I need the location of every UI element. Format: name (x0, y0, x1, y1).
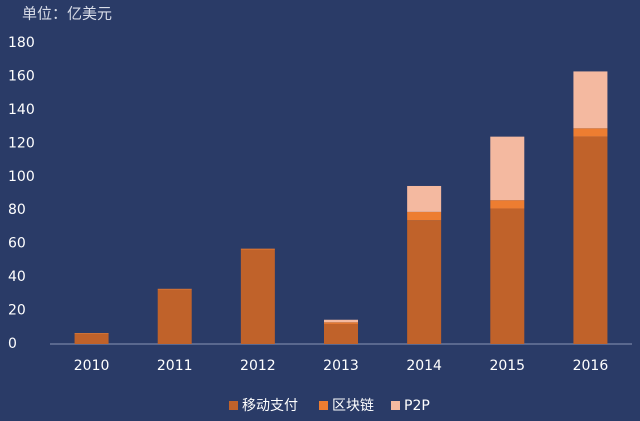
bar-segment (490, 136, 525, 201)
bar-segment (324, 322, 358, 324)
legend-swatch (229, 401, 238, 410)
x-tick-label: 2012 (240, 358, 276, 374)
bar-segment (324, 323, 358, 344)
y-tick-label: 80 (8, 202, 26, 218)
y-tick-label: 180 (8, 35, 35, 51)
bar-segment (407, 211, 442, 221)
legend-swatch (391, 401, 400, 410)
bar-segment (407, 185, 442, 212)
legend-label: 移动支付 (242, 398, 298, 414)
legend-label: P2P (404, 398, 430, 414)
legend-swatch (319, 401, 328, 410)
y-tick-label: 100 (8, 169, 35, 185)
y-tick-label: 120 (8, 135, 35, 151)
chart-title: 单位：亿美元 (22, 5, 112, 23)
y-tick-label: 160 (8, 68, 35, 84)
x-tick-label: 2010 (74, 358, 110, 374)
y-tick-label: 40 (8, 269, 26, 285)
y-tick-label: 0 (8, 336, 17, 352)
y-tick-label: 60 (8, 236, 26, 252)
x-tick-label: 2013 (323, 358, 359, 374)
bar-segment (324, 319, 358, 323)
bar-segment (74, 333, 109, 334)
y-tick-label: 20 (8, 303, 26, 319)
bar-segment (407, 220, 442, 344)
bar-segment (573, 71, 608, 129)
x-tick-label: 2015 (489, 358, 525, 374)
bar-segment (240, 248, 275, 250)
bar-segment (573, 136, 608, 344)
bar-segment (490, 208, 525, 344)
bar-segment (74, 333, 109, 344)
bar-segment (157, 289, 192, 344)
x-tick-label: 2014 (406, 358, 442, 374)
y-tick-label: 140 (8, 102, 35, 118)
bar-segment (240, 249, 275, 344)
legend-label: 区块链 (332, 398, 374, 414)
x-tick-label: 2011 (157, 358, 193, 374)
bar-segment (573, 128, 608, 137)
x-tick-label: 2016 (573, 358, 609, 374)
bar-segment (157, 288, 192, 290)
bar-segment (490, 200, 525, 209)
